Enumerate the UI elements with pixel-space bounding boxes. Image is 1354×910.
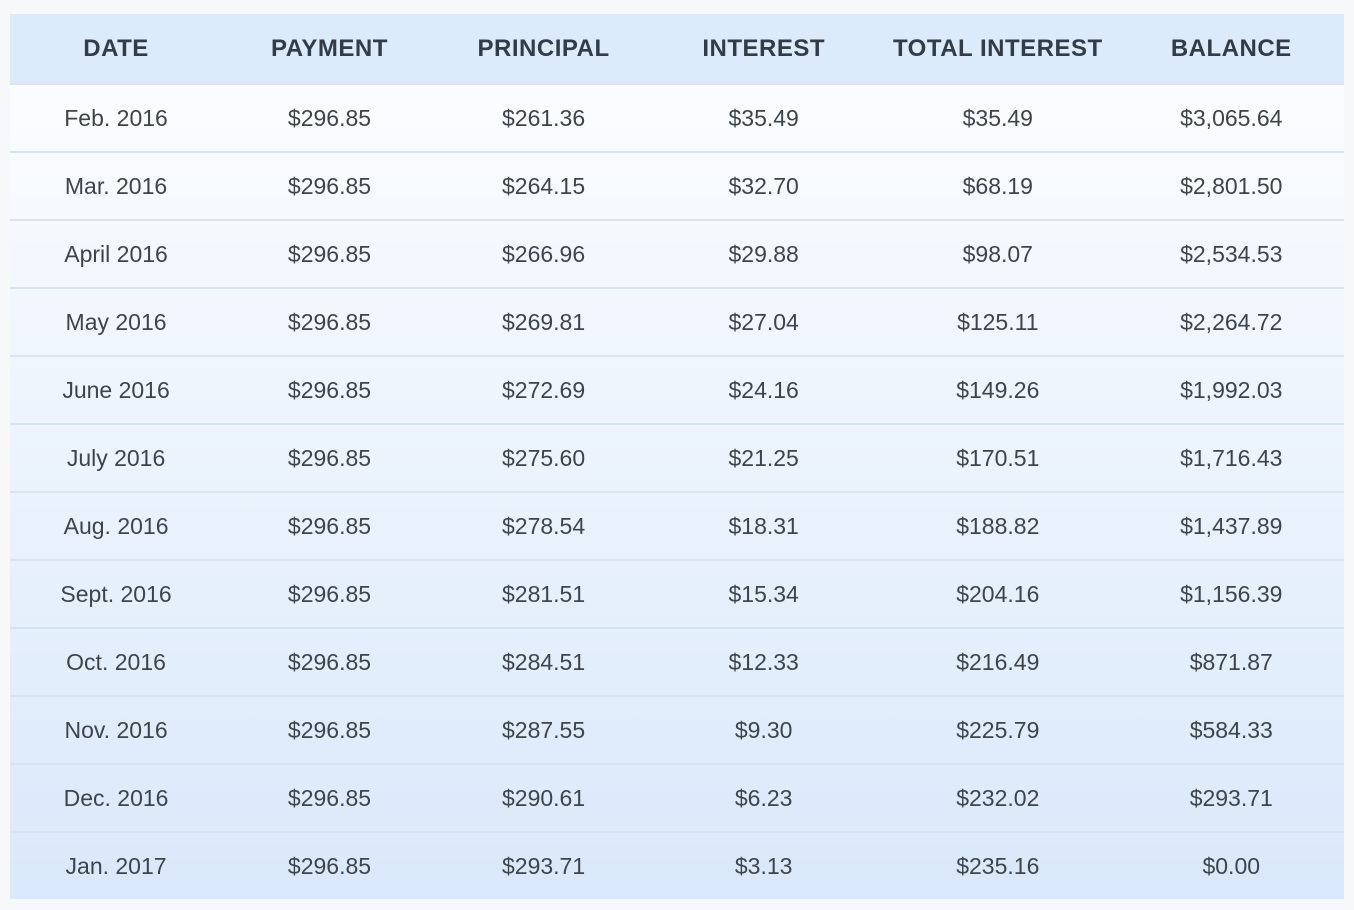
cell-interest: $9.30: [734, 716, 793, 743]
cell-balance: $2,534.53: [1180, 240, 1283, 267]
cell-principal: $275.60: [502, 444, 586, 471]
table-row: Aug. 2016 $296.85 $278.54 $18.31 $188.82 $1,4…: [10, 492, 1344, 560]
cell-principal: $287.55: [502, 716, 586, 743]
cell-total-interest: $204.16: [956, 580, 1040, 607]
cell-total-interest: $125.11: [957, 308, 1039, 335]
cell-total-interest: $35.49: [962, 104, 1033, 131]
amortization-schedule: DATE PAYMENT PRINCIPAL INTEREST TOTAL IN…: [10, 14, 1344, 899]
cell-payment: $296.85: [287, 172, 372, 199]
cell-payment: $296.85: [287, 580, 372, 607]
cell-balance: $2,801.50: [1180, 172, 1283, 199]
cell-interest: $21.25: [728, 444, 799, 471]
cell-total-interest: $188.82: [956, 512, 1040, 539]
cell-total-interest: $232.02: [956, 784, 1040, 811]
cell-date: Oct. 2016: [66, 648, 166, 675]
cell-date: Mar. 2016: [64, 172, 168, 199]
cell-payment: $296.85: [287, 784, 372, 811]
cell-date: Feb. 2016: [64, 104, 168, 131]
table-header-row: DATE PAYMENT PRINCIPAL INTEREST TOTAL IN…: [10, 14, 1344, 84]
table-row: May 2016 $296.85 $269.81 $27.04 $125.11 $2,26…: [10, 288, 1344, 356]
cell-payment: $296.85: [287, 852, 372, 879]
column-header-balance: BALANCE: [1170, 34, 1292, 62]
table-body: Feb. 2016 $296.85 $261.36 $35.49 $35.49 $3,06…: [10, 84, 1344, 899]
cell-payment: $296.85: [287, 648, 372, 675]
cell-balance: $293.71: [1189, 784, 1273, 811]
cell-principal: $290.61: [502, 784, 586, 811]
column-header-total-interest: TOTAL INTEREST: [892, 34, 1103, 62]
cell-balance: $1,716.43: [1180, 444, 1283, 471]
cell-balance: $584.33: [1189, 716, 1273, 743]
cell-total-interest: $216.49: [956, 648, 1040, 675]
table-row: Sept. 2016 $296.85 $281.51 $15.34 $204.16 $1,…: [10, 560, 1344, 628]
cell-principal: $266.96: [502, 240, 586, 267]
cell-date: Sept. 2016: [60, 580, 172, 607]
cell-total-interest: $225.79: [956, 716, 1040, 743]
cell-balance: $871.87: [1189, 648, 1273, 675]
cell-interest: $24.16: [728, 376, 799, 403]
cell-interest: $35.49: [728, 104, 799, 131]
table-row: Nov. 2016 $296.85 $287.55 $9.30 $225.79 $584.…: [10, 696, 1344, 764]
cell-principal: $278.54: [502, 512, 586, 539]
cell-balance: $1,992.03: [1180, 376, 1283, 403]
cell-interest: $29.88: [728, 240, 799, 267]
cell-principal: $264.15: [502, 172, 586, 199]
cell-interest: $3.13: [734, 852, 793, 879]
cell-interest: $12.33: [728, 648, 799, 675]
column-header-payment: PAYMENT: [271, 34, 388, 62]
cell-date: Nov. 2016: [64, 716, 168, 743]
amortization-table: DATE PAYMENT PRINCIPAL INTEREST TOTAL IN…: [10, 14, 1344, 899]
table-row: April 2016 $296.85 $266.96 $29.88 $98.07 $2,5…: [10, 220, 1344, 288]
cell-payment: $296.85: [287, 104, 372, 131]
cell-total-interest: $170.51: [956, 444, 1040, 471]
table-row: June 2016 $296.85 $272.69 $24.16 $149.26 $1,9…: [10, 356, 1344, 424]
cell-interest: $27.04: [728, 308, 799, 335]
cell-date: April 2016: [64, 240, 168, 267]
cell-principal: $269.81: [502, 308, 586, 335]
cell-balance: $3,065.64: [1180, 104, 1283, 131]
table-row: July 2016 $296.85 $275.60 $21.25 $170.51 $1,7…: [10, 424, 1344, 492]
cell-payment: $296.85: [287, 240, 372, 267]
cell-date: Jan. 2017: [65, 852, 167, 879]
cell-total-interest: $235.16: [956, 852, 1040, 879]
cell-payment: $296.85: [287, 716, 372, 743]
cell-interest: $15.34: [728, 580, 799, 607]
cell-total-interest: $68.19: [962, 172, 1033, 199]
column-header-interest: INTEREST: [702, 34, 826, 62]
cell-payment: $296.85: [287, 376, 372, 403]
cell-date: July 2016: [66, 444, 166, 471]
cell-date: Aug. 2016: [63, 512, 169, 539]
cell-date: Dec. 2016: [63, 784, 169, 811]
cell-balance: $1,437.89: [1180, 512, 1283, 539]
cell-principal: $293.71: [502, 852, 586, 879]
cell-payment: $296.85: [287, 308, 372, 335]
cell-principal: $281.51: [502, 580, 586, 607]
table-row: Feb. 2016 $296.85 $261.36 $35.49 $35.49 $3,06…: [10, 84, 1344, 152]
cell-payment: $296.85: [287, 444, 372, 471]
cell-date: May 2016: [65, 308, 167, 335]
column-header-date: DATE: [83, 34, 149, 62]
column-header-principal: PRINCIPAL: [477, 34, 610, 62]
cell-principal: $284.51: [502, 648, 586, 675]
cell-total-interest: $149.26: [956, 376, 1040, 403]
cell-balance: $0.00: [1202, 852, 1261, 879]
cell-balance: $1,156.39: [1180, 580, 1283, 607]
cell-interest: $6.23: [734, 784, 793, 811]
cell-principal: $261.36: [502, 104, 586, 131]
cell-payment: $296.85: [287, 512, 372, 539]
cell-interest: $18.31: [728, 512, 799, 539]
table-row: Oct. 2016 $296.85 $284.51 $12.33 $216.49 $871…: [10, 628, 1344, 696]
cell-balance: $2,264.72: [1180, 308, 1283, 335]
cell-date: June 2016: [62, 376, 170, 403]
table-row: Mar. 2016 $296.85 $264.15 $32.70 $68.19 $2,80…: [10, 152, 1344, 220]
cell-total-interest: $98.07: [962, 240, 1033, 267]
cell-interest: $32.70: [728, 172, 799, 199]
table-row: Dec. 2016 $296.85 $290.61 $6.23 $232.02 $293.…: [10, 764, 1344, 832]
cell-principal: $272.69: [502, 376, 586, 403]
table-row: Jan. 2017 $296.85 $293.71 $3.13 $235.16 $0.00: [10, 832, 1344, 899]
